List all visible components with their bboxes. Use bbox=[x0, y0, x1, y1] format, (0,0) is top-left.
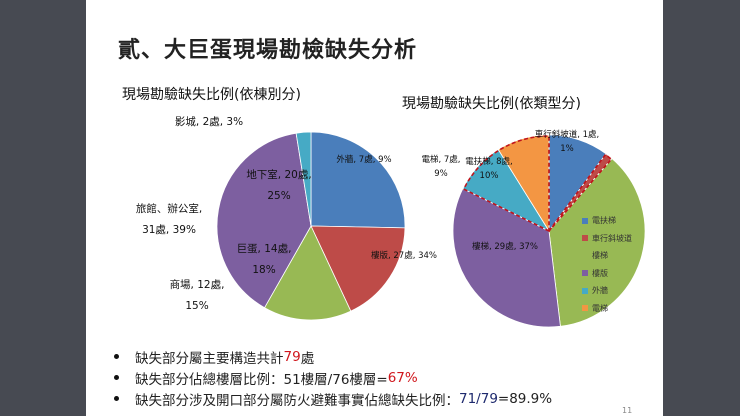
pie-chart-by-building bbox=[216, 131, 406, 321]
legend-swatch-icon bbox=[582, 235, 588, 242]
bullet-highlight: 67% bbox=[387, 369, 418, 386]
legend-label: 車行斜坡道 bbox=[592, 233, 632, 243]
legend-item: 車行斜坡道 bbox=[582, 230, 632, 248]
label-elevator: 電梯, 7處, bbox=[421, 154, 460, 165]
building-slice-4 bbox=[295, 131, 312, 227]
bullet-suffix: 處 bbox=[300, 350, 315, 367]
chart-title-by-building: 現場勘驗缺失比例(依棟別分) bbox=[122, 87, 301, 103]
pie-charts: 地下室, 20處, 25% 巨蛋, 14處, 18% 商場, 12處, 15% 旅館、辦公室… bbox=[136, 115, 646, 328]
building-slice-0 bbox=[310, 131, 406, 229]
legend-item: 電扶梯 bbox=[582, 212, 632, 230]
bullet-text: 缺失部分涉及開口部分屬防火避難事實佔總缺失比例： bbox=[135, 392, 459, 409]
label-elevator: 9% bbox=[434, 169, 448, 179]
label-ramp: 1% bbox=[560, 144, 574, 154]
legend-label: 電梯 bbox=[592, 303, 608, 313]
label-hotel-office: 31處, 39% bbox=[142, 223, 196, 236]
type-slice-3 bbox=[452, 188, 561, 328]
slide: 貳、大巨蛋現場勘檢缺失分析 現場勘驗缺失比例(依棟別分) 現場勘驗缺失比例(依類… bbox=[86, 0, 663, 416]
label-exterior-wall: 外牆, 7處, 9% bbox=[336, 154, 391, 165]
label-dome: 巨蛋, 14處, bbox=[237, 242, 292, 255]
page-number: 11 bbox=[622, 406, 633, 415]
label-ramp: 車行斜坡道, 1處, bbox=[535, 129, 600, 140]
chart-legend-by-type: 電扶梯車行斜坡道樓梯樓版外牆電梯 bbox=[582, 212, 632, 317]
legend-item: 樓梯 bbox=[582, 247, 632, 265]
label-dome: 18% bbox=[252, 264, 275, 276]
label-floor-slab: 樓版, 27處, 34% bbox=[371, 250, 437, 261]
legend-label: 樓梯 bbox=[592, 251, 608, 261]
label-escalator: 電扶梯, 8處, bbox=[465, 156, 513, 167]
legend-swatch-icon bbox=[582, 270, 588, 277]
bullet-dot-icon bbox=[114, 375, 119, 380]
bullet-item: 缺失部分涉及開口部分屬防火避難事實佔總缺失比例： 71/79 =89.9% bbox=[114, 388, 552, 409]
legend-label: 外牆 bbox=[592, 286, 608, 296]
label-escalator: 10% bbox=[480, 171, 499, 181]
legend-label: 電扶梯 bbox=[592, 216, 616, 226]
label-hotel-office: 旅館、辦公室, bbox=[136, 202, 202, 215]
legend-swatch-icon bbox=[582, 252, 588, 259]
legend-label: 樓版 bbox=[592, 268, 608, 278]
bullet-item: 缺失部分屬主要構造共計 79 處 bbox=[114, 346, 552, 367]
summary-bullets: 缺失部分屬主要構造共計 79 處缺失部分佔總樓層比例：51樓層/76樓層= 67% 缺失… bbox=[114, 346, 552, 409]
bullet-dot-icon bbox=[114, 396, 119, 401]
bullet-item: 缺失部分佔總樓層比例：51樓層/76樓層= 67% bbox=[114, 367, 552, 388]
pie-data-labels: 地下室, 20處, 25% 巨蛋, 14處, 18% 商場, 12處, 15% 旅館、辦公室… bbox=[136, 115, 599, 312]
type-slice-5 bbox=[497, 134, 550, 233]
highlight-dashed-outline-0 bbox=[548, 153, 613, 232]
legend-item: 電梯 bbox=[582, 300, 632, 318]
label-stairs: 樓梯, 29處, 37% bbox=[472, 241, 538, 252]
building-slice-3 bbox=[216, 132, 312, 309]
label-basement: 25% bbox=[267, 190, 290, 202]
bullet-text: 缺失部分屬主要構造共計 bbox=[135, 350, 284, 367]
legend-item: 外牆 bbox=[582, 282, 632, 300]
label-mall: 商場, 12處, bbox=[170, 278, 225, 291]
legend-swatch-icon bbox=[582, 287, 588, 294]
building-slice-2 bbox=[263, 225, 352, 321]
slide-title: 貳、大巨蛋現場勘檢缺失分析 bbox=[118, 38, 418, 63]
legend-item: 樓版 bbox=[582, 265, 632, 283]
bullet-highlight: 71/79 bbox=[459, 390, 498, 407]
label-cinema: 影城, 2處, 3% bbox=[175, 115, 243, 128]
building-slice-1 bbox=[310, 225, 406, 312]
bullet-dot-icon bbox=[114, 354, 119, 359]
legend-swatch-icon bbox=[582, 217, 588, 224]
chart-title-by-type: 現場勘驗缺失比例(依類型分) bbox=[402, 96, 581, 112]
bullet-text: 缺失部分佔總樓層比例：51樓層/76樓層= bbox=[135, 371, 388, 388]
bullet-suffix: =89.9% bbox=[497, 390, 553, 407]
legend-swatch-icon bbox=[582, 305, 588, 312]
pie-chart-by-type bbox=[452, 134, 646, 328]
label-mall: 15% bbox=[185, 300, 208, 312]
type-slice-2 bbox=[548, 157, 646, 327]
bullet-highlight: 79 bbox=[283, 348, 301, 365]
label-basement: 地下室, 20處, bbox=[246, 168, 311, 181]
